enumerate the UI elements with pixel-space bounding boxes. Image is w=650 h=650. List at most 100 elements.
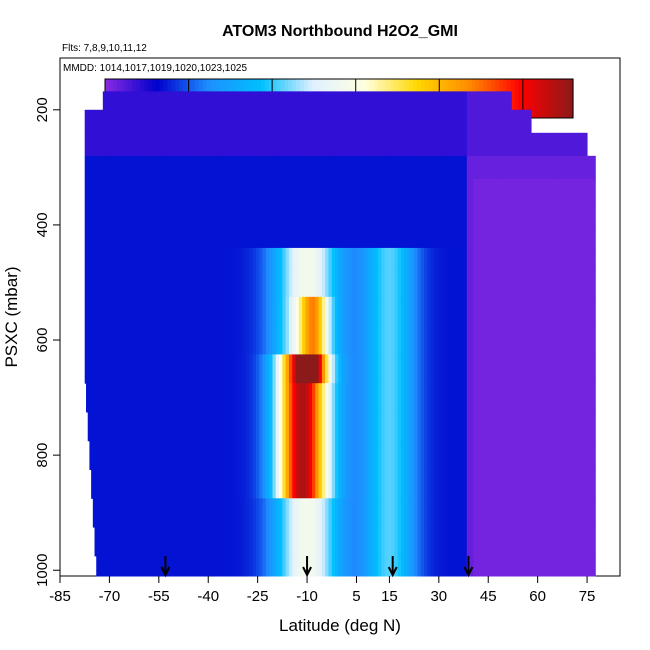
heatmap-cell [404, 91, 409, 111]
heatmap-cell [338, 555, 343, 577]
heatmap-cell [150, 527, 155, 557]
heatmap-cell [460, 224, 465, 249]
heatmap-cell [578, 555, 583, 577]
heatmap-cell [374, 527, 379, 557]
heatmap-cell [470, 201, 474, 226]
heatmap-cell [259, 383, 264, 413]
heatmap-cell [341, 132, 346, 157]
heatmap-cell [565, 469, 570, 499]
heatmap-cell [269, 469, 273, 499]
x-tick-label: -10 [296, 588, 318, 605]
heatmap-cell [140, 411, 145, 442]
heatmap-cell [536, 247, 540, 272]
heatmap-cell [239, 247, 244, 272]
heatmap-cell [424, 270, 428, 298]
heatmap-cell [107, 527, 112, 557]
heatmap-cell [252, 440, 257, 471]
heatmap-cell [489, 383, 494, 413]
heatmap-cell [193, 555, 198, 577]
heatmap-cell [153, 247, 158, 272]
heatmap-cell [407, 91, 412, 111]
heatmap-cell [489, 247, 494, 272]
heatmap-cell [440, 296, 445, 327]
heatmap-cell [124, 354, 129, 384]
heatmap-cell [585, 247, 590, 272]
heatmap-cell [265, 109, 270, 134]
heatmap-cell [193, 91, 198, 111]
heatmap-cell [358, 132, 362, 157]
heatmap-cell [555, 296, 560, 327]
heatmap-cell [321, 224, 326, 249]
heatmap-cell [447, 247, 451, 272]
heatmap-cell [232, 527, 237, 557]
heatmap-cell [562, 325, 567, 355]
heatmap-cell [480, 91, 484, 111]
heatmap-cell [344, 296, 349, 327]
heatmap-cell [120, 354, 125, 384]
heatmap-cell [223, 91, 227, 111]
heatmap-cell [275, 109, 280, 134]
heatmap-cell [384, 247, 389, 272]
heatmap-cell [542, 325, 547, 355]
heatmap-cell [265, 270, 270, 298]
heatmap-cell [453, 132, 458, 157]
heatmap-cell [506, 296, 511, 327]
heatmap-cell [295, 109, 300, 134]
heatmap-cell [209, 325, 214, 355]
heatmap-cell [354, 440, 359, 471]
heatmap-cell [466, 155, 471, 180]
heatmap-cell [516, 296, 521, 327]
heatmap-cell [384, 296, 389, 327]
heatmap-cell [588, 411, 593, 442]
heatmap-cell [190, 247, 194, 272]
heatmap-cell [473, 247, 478, 272]
heatmap-cell [575, 201, 580, 226]
heatmap-cell [526, 155, 530, 180]
heatmap-cell [397, 109, 402, 134]
heatmap-cell [183, 247, 188, 272]
heatmap-cell [559, 325, 563, 355]
heatmap-cell [101, 411, 105, 442]
heatmap-cell [361, 440, 366, 471]
heatmap-cell [120, 440, 125, 471]
heatmap-cell [196, 247, 201, 272]
heatmap-cell [381, 201, 385, 226]
heatmap-cell [265, 132, 270, 157]
heatmap-cell [130, 132, 135, 157]
heatmap-cell [542, 469, 547, 499]
heatmap-cell [223, 201, 227, 226]
heatmap-cell [144, 109, 148, 134]
heatmap-cell [190, 354, 194, 384]
heatmap-cell [529, 132, 534, 157]
heatmap-cell [124, 155, 129, 180]
heatmap-cell [295, 132, 300, 157]
heatmap-cell [285, 270, 290, 298]
heatmap-cell [308, 469, 313, 499]
heatmap-cell [134, 296, 138, 327]
heatmap-cell [94, 109, 99, 134]
heatmap-cell [206, 178, 211, 203]
heatmap-cell [269, 555, 273, 577]
heatmap-cell [137, 411, 142, 442]
heatmap-cell [450, 498, 455, 528]
heatmap-cell [503, 247, 507, 272]
heatmap-cell [493, 201, 497, 226]
heatmap-cell [358, 224, 362, 249]
heatmap-cell [536, 325, 540, 355]
heatmap-cell [262, 325, 267, 355]
heatmap-cell [526, 109, 530, 134]
heatmap-cell [572, 132, 577, 157]
heatmap-cell [417, 247, 422, 272]
heatmap-cell [354, 109, 359, 134]
heatmap-cell [190, 178, 194, 203]
heatmap-cell [269, 132, 273, 157]
heatmap-cell [493, 411, 497, 442]
heatmap-cell [196, 91, 201, 111]
heatmap-cell [430, 469, 435, 499]
heatmap-cell [522, 555, 527, 577]
heatmap-cell [407, 325, 412, 355]
heatmap-cell [582, 201, 586, 226]
heatmap-cell [216, 132, 221, 157]
heatmap-cell [552, 411, 557, 442]
heatmap-cell [252, 325, 257, 355]
